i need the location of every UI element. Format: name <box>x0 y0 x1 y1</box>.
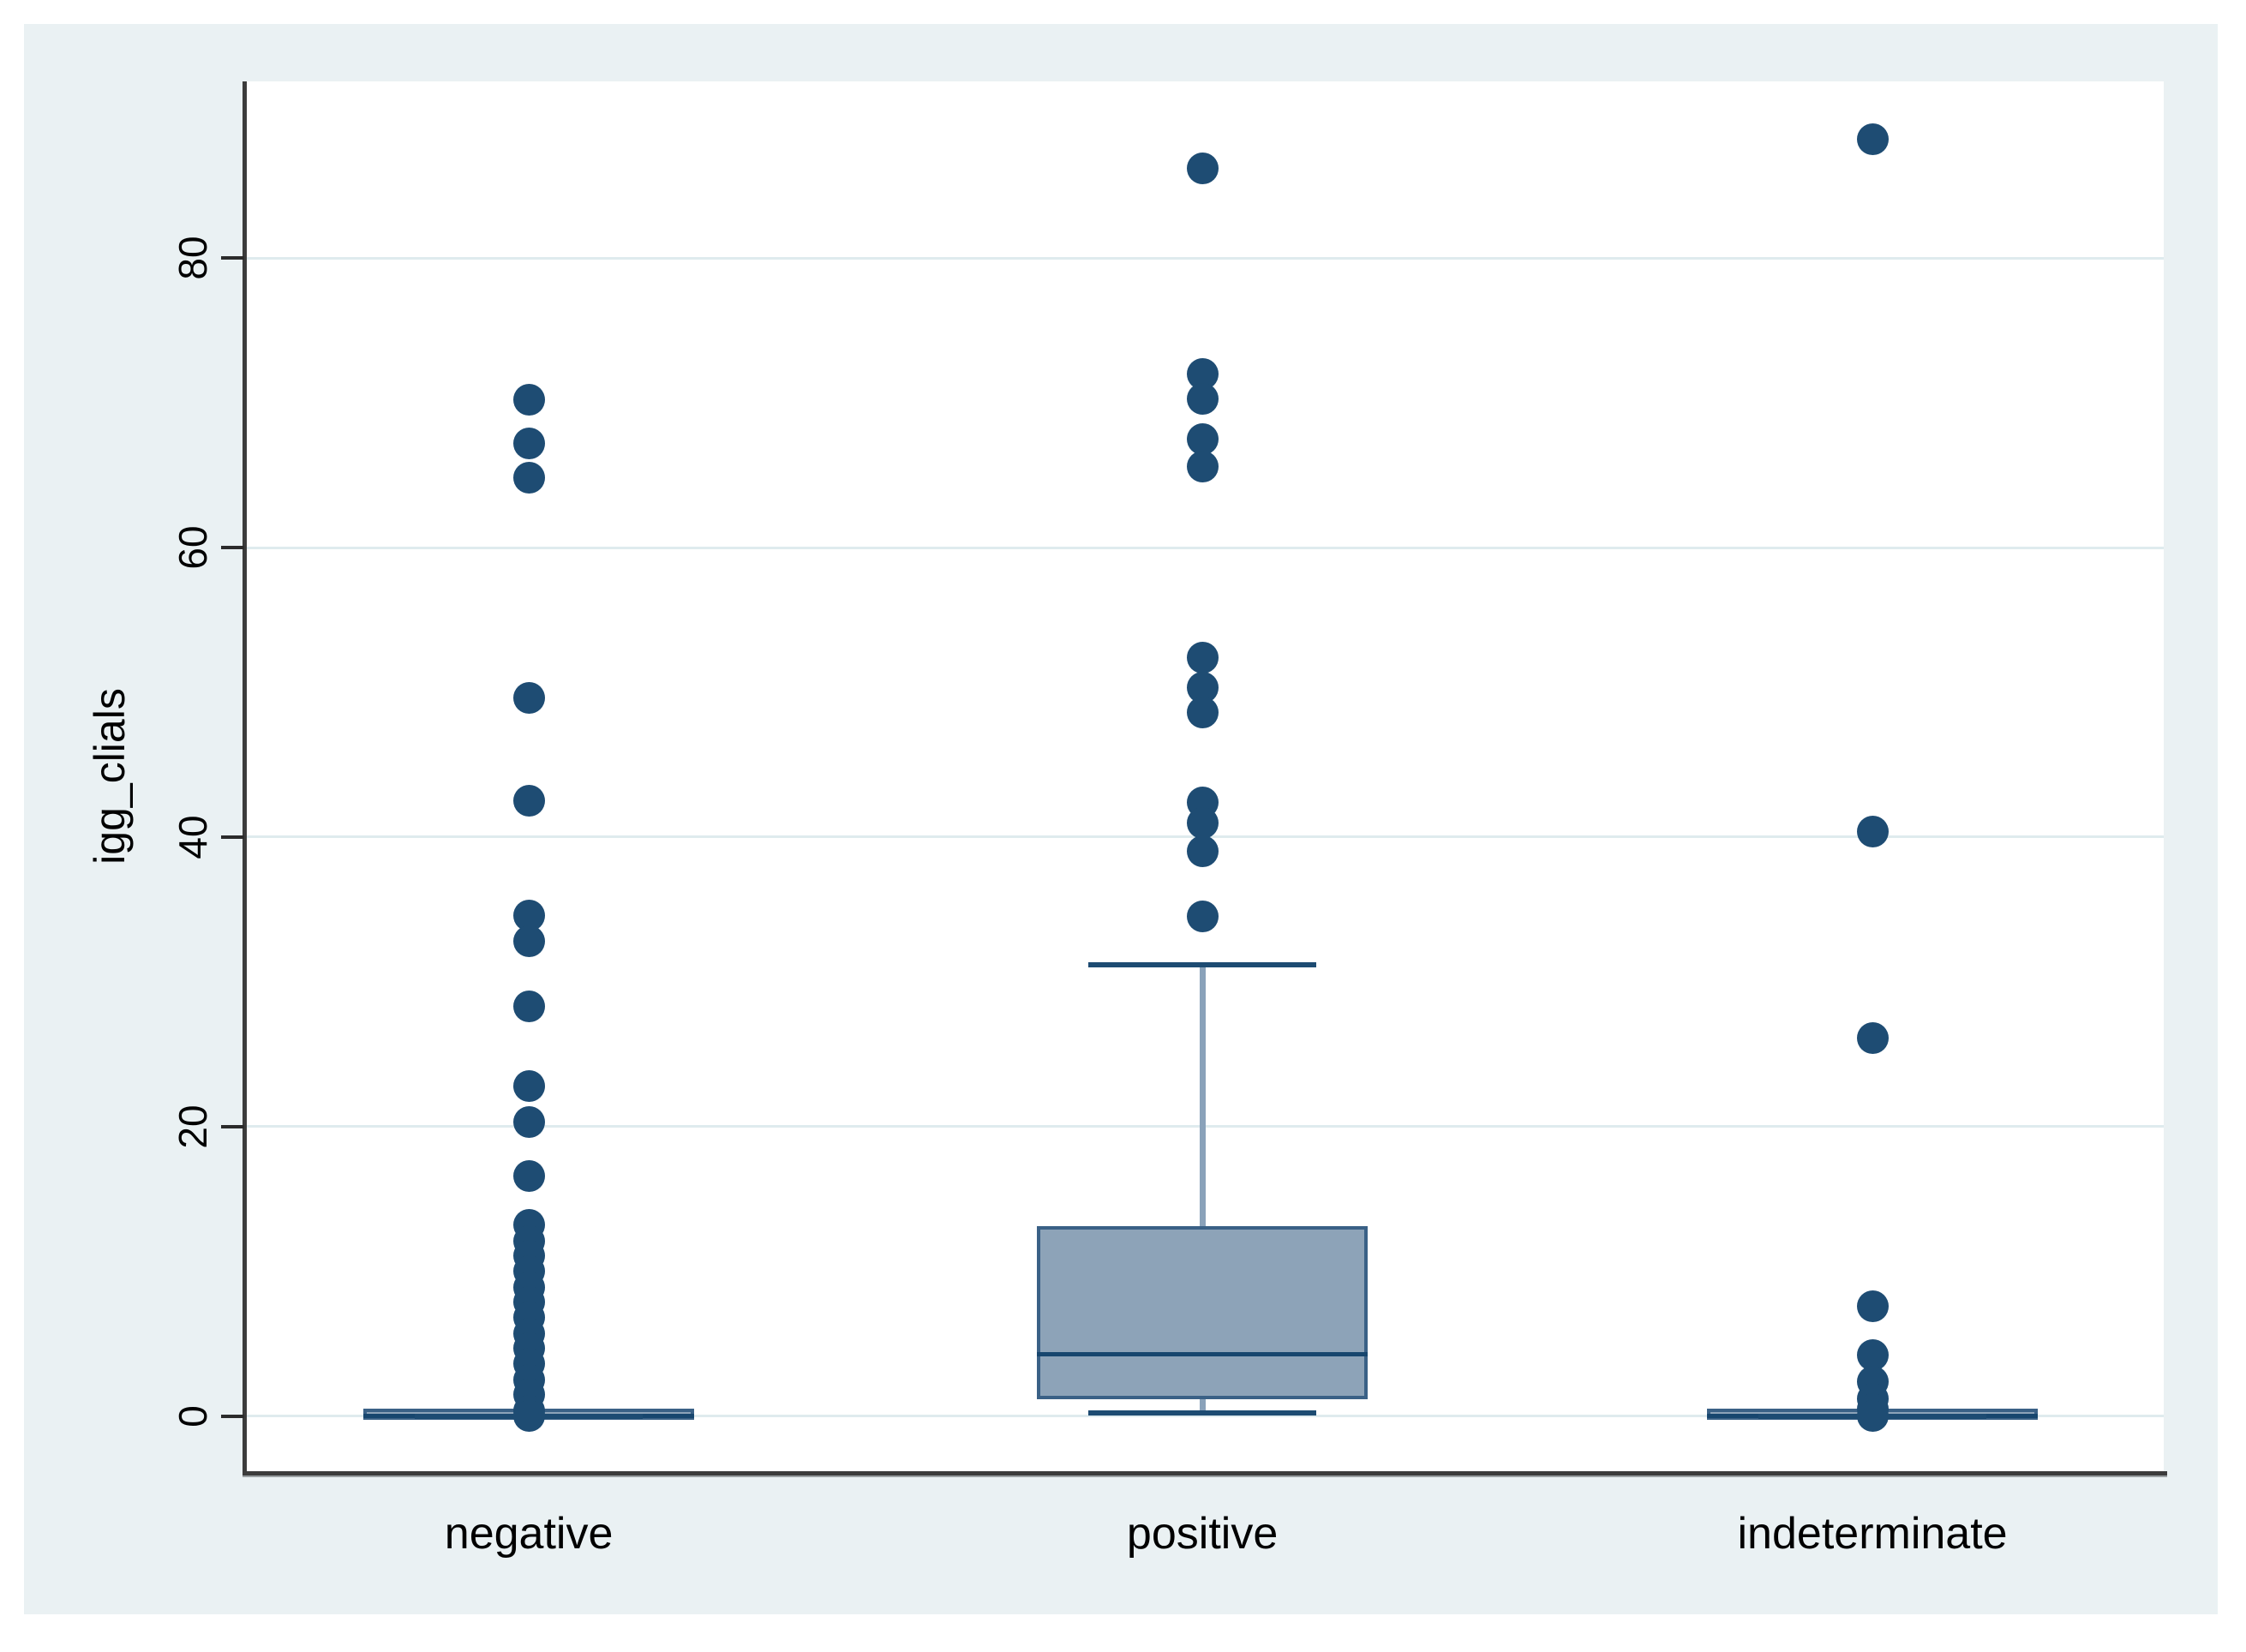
outlier-dot-negative-9 <box>512 1106 545 1139</box>
outlier-dot-indeterminate-8 <box>1856 1400 1889 1433</box>
x-category-label-negative: negative <box>444 1509 614 1559</box>
gridline-y0 <box>246 1415 2164 1418</box>
outlier-dot-positive-7 <box>1186 697 1219 729</box>
outlier-dot-negative-10 <box>512 1159 545 1192</box>
outlier-dot-negative-24 <box>512 1400 545 1433</box>
outlier-dot-positive-3 <box>1186 422 1219 455</box>
gridline-y80 <box>246 256 2164 260</box>
y-tick-0 <box>221 1414 244 1418</box>
y-tick-label-80: 80 <box>171 236 215 280</box>
gridline-y60 <box>246 546 2164 549</box>
y-tick-20 <box>221 1124 244 1128</box>
whisker-cap-upper-positive <box>1088 961 1316 967</box>
outlier-dot-positive-11 <box>1186 901 1219 933</box>
outlier-dot-indeterminate-3 <box>1856 1290 1889 1322</box>
whisker-line-lower-positive <box>1199 1398 1206 1414</box>
outlier-dot-positive-2 <box>1186 382 1219 415</box>
y-tick-40 <box>221 835 244 839</box>
median-line-positive <box>1037 1351 1369 1356</box>
y-tick-label-60: 60 <box>171 525 215 570</box>
outlier-dot-positive-0 <box>1186 152 1219 184</box>
outlier-dot-positive-4 <box>1186 450 1219 482</box>
box-positive <box>1037 1226 1369 1399</box>
y-tick-label-0: 0 <box>171 1404 215 1428</box>
outlier-dot-negative-2 <box>512 462 545 494</box>
outlier-dot-positive-5 <box>1186 641 1219 673</box>
y-tick-label-40: 40 <box>171 815 215 859</box>
whisker-line-upper-positive <box>1199 964 1206 1227</box>
outlier-dot-negative-4 <box>512 785 545 817</box>
outlier-dot-indeterminate-2 <box>1856 1022 1889 1055</box>
x-category-label-positive: positive <box>1126 1509 1279 1559</box>
outlier-dot-indeterminate-1 <box>1856 815 1889 847</box>
outlier-dot-negative-1 <box>512 427 545 459</box>
outlier-dot-negative-7 <box>512 991 545 1023</box>
plot-area <box>246 81 2164 1471</box>
x-axis-line <box>243 1471 2167 1477</box>
whisker-cap-lower-positive <box>1088 1410 1316 1416</box>
y-tick-60 <box>221 546 244 550</box>
outlier-dot-negative-6 <box>512 925 545 958</box>
y-axis-line <box>243 81 247 1475</box>
x-category-label-indeterminate: indeterminate <box>1737 1509 2008 1559</box>
outlier-dot-negative-0 <box>512 384 545 416</box>
outlier-dot-negative-3 <box>512 682 545 715</box>
outlier-dot-negative-8 <box>512 1070 545 1103</box>
outlier-dot-indeterminate-0 <box>1856 123 1889 156</box>
y-tick-80 <box>221 256 244 260</box>
outlier-dot-positive-9 <box>1186 806 1219 839</box>
y-tick-label-20: 20 <box>171 1104 215 1149</box>
outlier-dot-positive-10 <box>1186 835 1219 868</box>
y-axis-title: igg_clials <box>86 688 134 865</box>
